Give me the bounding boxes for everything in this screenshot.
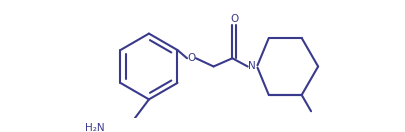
Text: N: N bbox=[248, 62, 256, 72]
Text: H₂N: H₂N bbox=[85, 123, 104, 132]
Text: O: O bbox=[229, 15, 238, 25]
Text: O: O bbox=[187, 53, 195, 63]
